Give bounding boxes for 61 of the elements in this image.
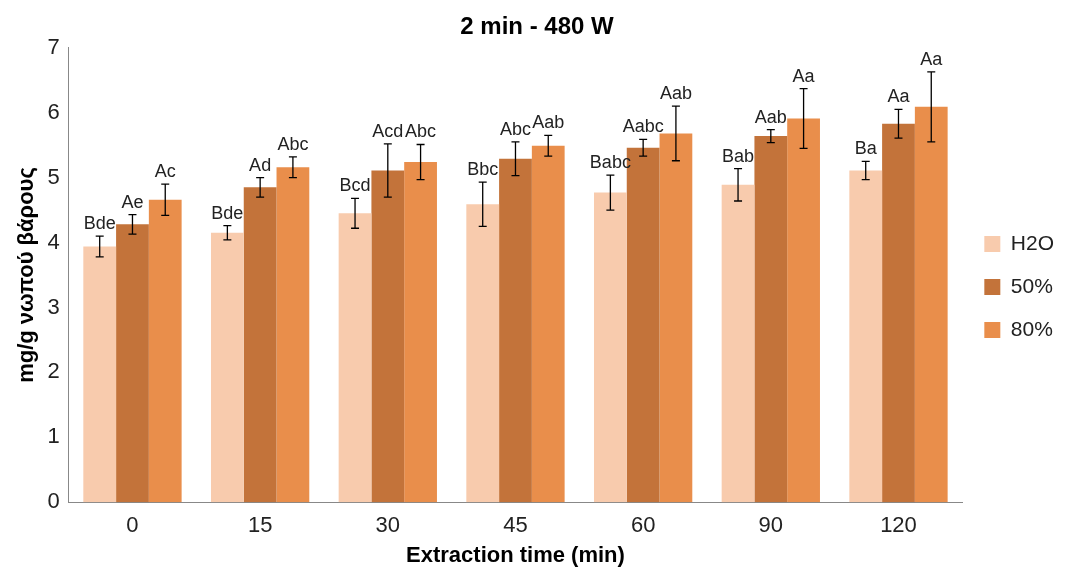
data-label: Aab xyxy=(659,83,692,104)
bar xyxy=(531,145,565,503)
bar xyxy=(276,167,310,503)
data-label: Bab xyxy=(722,145,755,166)
bar xyxy=(754,136,788,503)
data-label: Bde xyxy=(83,213,116,234)
bar xyxy=(338,213,372,503)
bar xyxy=(83,246,117,503)
data-label: Bde xyxy=(211,202,244,223)
data-label: Aa xyxy=(920,48,944,69)
x-tick-label: 30 xyxy=(375,512,401,538)
bar xyxy=(371,170,405,503)
data-label: Aab xyxy=(754,106,787,127)
data-label: Aa xyxy=(887,86,911,107)
y-tick-label: 3 xyxy=(47,293,60,319)
chart-title: 2 min - 480 W xyxy=(460,12,615,40)
y-tick-label: 0 xyxy=(47,488,60,514)
bar xyxy=(210,232,244,503)
x-tick-label: 90 xyxy=(758,512,784,538)
data-label: Acd xyxy=(372,120,404,141)
x-tick-label: 45 xyxy=(503,512,528,538)
y-tick-label: 2 xyxy=(47,358,60,384)
data-label: Bbc xyxy=(467,159,499,180)
legend-label: 80% xyxy=(1010,316,1053,340)
bar xyxy=(594,192,627,503)
data-label: Aabc xyxy=(622,116,664,137)
data-label: Abc xyxy=(277,133,309,154)
y-tick-label: 5 xyxy=(47,163,60,189)
data-label: Ad xyxy=(249,154,272,175)
data-label: Abc xyxy=(499,118,531,139)
x-tick-label: 60 xyxy=(630,512,656,538)
bar xyxy=(499,158,532,503)
bar xyxy=(404,162,437,503)
bar xyxy=(243,187,277,503)
bar xyxy=(466,204,500,503)
y-axis-title: mg/g νωπού βάρους xyxy=(13,167,39,383)
data-label: Ac xyxy=(154,161,176,182)
x-tick-label: 15 xyxy=(247,512,273,538)
bar xyxy=(148,199,182,503)
bar xyxy=(787,118,820,503)
x-tick-label: 0 xyxy=(126,512,139,538)
data-label: Bcd xyxy=(339,175,371,196)
bar xyxy=(882,123,915,503)
legend-label: 50% xyxy=(1010,273,1053,297)
bar xyxy=(849,170,883,503)
legend-label: H2O xyxy=(1010,230,1055,254)
bar xyxy=(914,106,948,503)
y-tick-label: 7 xyxy=(47,33,60,59)
x-tick-label: 120 xyxy=(880,512,917,538)
data-label: Abc xyxy=(405,121,437,142)
x-axis-title: Extraction time (min) xyxy=(406,541,625,567)
data-label: Ae xyxy=(121,191,144,212)
bar xyxy=(116,224,149,503)
bar xyxy=(721,184,755,503)
data-label: Ba xyxy=(854,138,878,159)
y-tick-label: 1 xyxy=(47,423,60,449)
bar xyxy=(659,133,693,503)
data-label: Aa xyxy=(792,65,816,86)
data-label: Aab xyxy=(532,112,565,133)
y-tick-label: 6 xyxy=(47,98,60,124)
y-tick-label: 4 xyxy=(47,228,60,254)
